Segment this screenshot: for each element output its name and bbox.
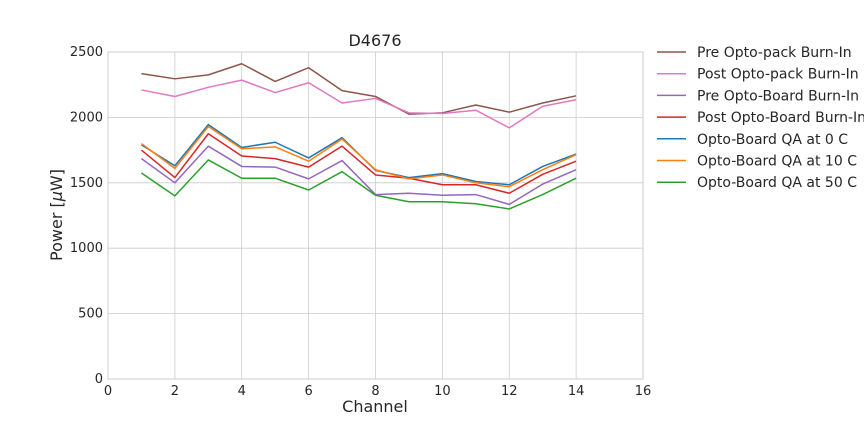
y-tick-label: 1500 bbox=[70, 176, 103, 191]
legend-entry: Post Opto-Board Burn-In bbox=[657, 110, 864, 126]
y-tick-label: 500 bbox=[78, 307, 103, 322]
y-axis-label-prefix: Power [ bbox=[47, 201, 66, 261]
y-axis-label-mu: μ bbox=[47, 191, 66, 202]
y-axis-label-suffix: W] bbox=[47, 169, 66, 191]
legend-entry: Post Opto-pack Burn-In bbox=[657, 67, 859, 83]
y-axis-label: Power [μW] bbox=[47, 169, 66, 261]
series-line-4 bbox=[140, 133, 577, 195]
legend-label: Post Opto-Board Burn-In bbox=[697, 110, 864, 126]
x-tick-label: 10 bbox=[434, 384, 451, 399]
chart-title: D4676 bbox=[348, 31, 401, 50]
x-tick-label: 4 bbox=[238, 384, 246, 399]
x-tick-label: 16 bbox=[635, 384, 652, 399]
x-tick-label: 14 bbox=[568, 384, 585, 399]
x-axis-label: Channel bbox=[342, 397, 408, 416]
series-line-1 bbox=[141, 63, 577, 115]
legend-entry: Pre Opto-Board Burn-In bbox=[657, 88, 859, 104]
legend: Pre Opto-pack Burn-In Post Opto-pack Burn… bbox=[657, 45, 864, 191]
x-tick-label: 12 bbox=[501, 384, 518, 399]
tick-labels: 0 2 4 6 8 10 12 14 16 0 500 1000 1500 2000 2500 bbox=[70, 45, 651, 399]
x-tick-label: 8 bbox=[371, 384, 379, 399]
y-tick-label: 1000 bbox=[70, 241, 103, 256]
series-line-3 bbox=[140, 145, 577, 206]
x-tick-label: 0 bbox=[104, 384, 112, 399]
legend-entry: Opto-Board QA at 50 C bbox=[657, 175, 857, 191]
legend-label: Opto-Board QA at 50 C bbox=[697, 175, 857, 191]
series-line-6 bbox=[140, 125, 577, 188]
legend-label: Opto-Board QA at 0 C bbox=[697, 132, 848, 148]
y-tick-label: 0 bbox=[95, 372, 103, 387]
y-tick-label: 2500 bbox=[70, 45, 103, 60]
y-tick-label: 2000 bbox=[70, 110, 103, 125]
x-tick-label: 6 bbox=[304, 384, 312, 399]
legend-label: Opto-Board QA at 10 C bbox=[697, 154, 857, 170]
legend-entry: Opto-Board QA at 0 C bbox=[657, 132, 848, 148]
legend-label: Pre Opto-pack Burn-In bbox=[697, 45, 852, 61]
series-line-2 bbox=[141, 79, 577, 129]
x-tick-label: 2 bbox=[171, 384, 179, 399]
series-line-7 bbox=[141, 159, 577, 210]
legend-entry: Pre Opto-pack Burn-In bbox=[657, 45, 852, 61]
legend-entry: Opto-Board QA at 10 C bbox=[657, 154, 857, 170]
series-lines bbox=[140, 63, 577, 210]
plot-frame bbox=[107, 51, 644, 380]
legend-label: Pre Opto-Board Burn-In bbox=[697, 88, 859, 104]
legend-label: Post Opto-pack Burn-In bbox=[697, 67, 859, 83]
